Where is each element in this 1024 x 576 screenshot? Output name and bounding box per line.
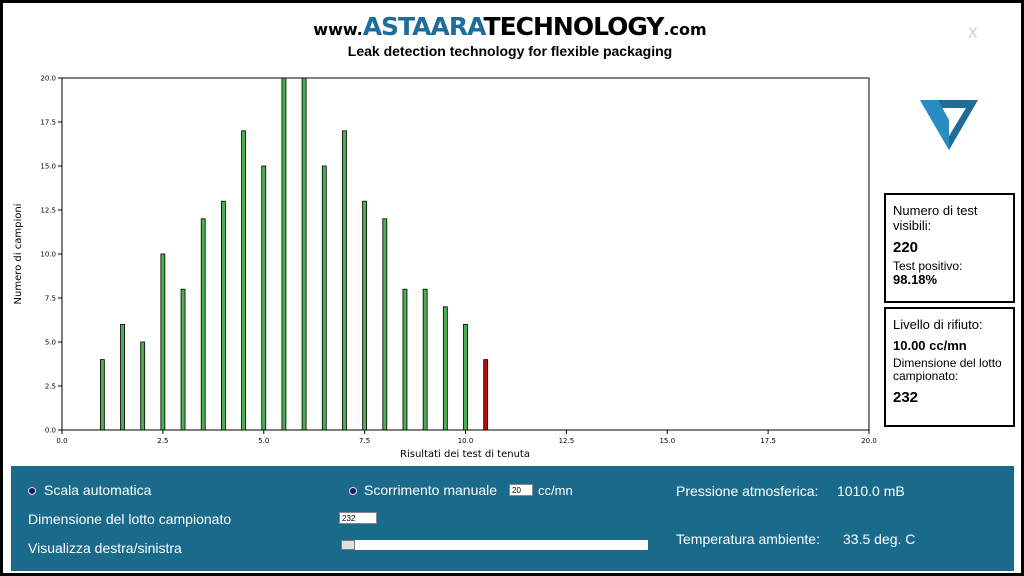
brand-name-a: ASTAARA bbox=[362, 12, 485, 41]
brand-prefix: www. bbox=[313, 20, 363, 39]
x-tick-label: 12.5 bbox=[559, 437, 575, 445]
histogram-bar bbox=[301, 77, 307, 431]
y-tick-label: 2.5 bbox=[45, 383, 56, 391]
y-tick-label: 10.0 bbox=[40, 251, 56, 259]
x-tick-label: 2.5 bbox=[157, 437, 168, 445]
histogram-bar bbox=[422, 288, 428, 431]
brand-header: www.ASTAARATECHNOLOGY.com Leak detection… bbox=[300, 12, 720, 59]
brand-suffix: .com bbox=[663, 20, 707, 39]
histogram-bar bbox=[402, 288, 408, 431]
leak-test-histogram: 0.0 2.5 5.0 7.5 10.0 12.5 15.0 17.5 20.0 0.0 2.5 5… bbox=[13, 75, 877, 461]
histogram-bar bbox=[261, 165, 267, 431]
histogram-bar bbox=[140, 341, 146, 431]
manual-scroll-label[interactable]: Scorrimento manuale bbox=[364, 482, 498, 498]
view-lr-label: Visualizza destra/sinistra bbox=[28, 540, 182, 556]
histogram-bar bbox=[362, 200, 368, 431]
visible-tests-value: 220 bbox=[893, 239, 919, 256]
temperature-value: 33.5 deg. C bbox=[843, 531, 916, 547]
histogram-bar bbox=[241, 130, 246, 431]
histogram-bar bbox=[463, 323, 468, 431]
reject-label: Livello di rifiuto: bbox=[893, 317, 983, 332]
x-tick-label: 5.0 bbox=[258, 437, 269, 445]
triangle-logo-icon bbox=[920, 100, 978, 150]
y-tick-label: 7.5 bbox=[45, 295, 56, 303]
temperature-label: Temperatura ambiente: bbox=[676, 531, 820, 547]
pressure-value: 1010.0 mB bbox=[837, 483, 905, 499]
x-tick-label: 20.0 bbox=[861, 437, 877, 445]
histogram-bar bbox=[120, 323, 125, 431]
positive-value: 98.18% bbox=[893, 272, 938, 287]
histogram-bar bbox=[321, 165, 327, 431]
auto-scale-radio[interactable] bbox=[28, 487, 36, 495]
histogram-bar bbox=[160, 253, 166, 431]
reject-value: 10.00 cc/mn bbox=[893, 338, 967, 353]
manual-scroll-radio[interactable] bbox=[349, 487, 357, 495]
x-tick-label: 15.0 bbox=[659, 437, 675, 445]
histogram-bar bbox=[483, 359, 489, 431]
reject-level-box: Livello di rifiuto: 10.00 cc/mn Dimensio… bbox=[884, 307, 1015, 427]
auto-scale-label[interactable]: Scala automatica bbox=[44, 482, 152, 498]
pressure-label: Pressione atmosferica: bbox=[676, 483, 819, 499]
y-tick-label: 17.5 bbox=[40, 119, 56, 127]
x-tick-label: 10.0 bbox=[458, 437, 474, 445]
brand-url: www.ASTAARATECHNOLOGY.com bbox=[300, 12, 720, 41]
histogram-bar bbox=[281, 77, 287, 431]
histogram-bar bbox=[342, 130, 347, 431]
visible-tests-label: Numero di test visibili: bbox=[893, 203, 978, 233]
page-subtitle: Leak detection technology for flexible p… bbox=[347, 43, 673, 59]
view-lr-scroll-thumb[interactable] bbox=[341, 540, 355, 550]
y-tick-label: 12.5 bbox=[40, 207, 56, 215]
y-tick-label: 0.0 bbox=[45, 427, 56, 435]
control-panel bbox=[11, 466, 1014, 571]
manual-scroll-unit: cc/mn bbox=[538, 483, 573, 498]
view-lr-scrollbar[interactable] bbox=[341, 540, 648, 550]
close-icon[interactable]: X bbox=[968, 26, 978, 42]
y-axis-label: Numero di campioni bbox=[13, 204, 24, 305]
histogram-bar bbox=[99, 359, 105, 431]
positive-row: Test positivo: 98.18% bbox=[893, 260, 1006, 287]
lot-label: Dimensione del lotto campionato: bbox=[893, 356, 1002, 383]
y-tick-label: 15.0 bbox=[40, 163, 56, 171]
y-tick-label: 20.0 bbox=[40, 75, 56, 83]
histogram-bar bbox=[442, 306, 448, 431]
histogram-bar bbox=[200, 218, 206, 431]
histogram-bar bbox=[382, 218, 388, 431]
histogram-bar bbox=[180, 288, 186, 431]
y-tick-label: 5.0 bbox=[45, 339, 56, 347]
x-tick-label: 0.0 bbox=[56, 437, 67, 445]
lot-value: 232 bbox=[893, 389, 919, 406]
x-axis-label: Risultati dei test di tenuta bbox=[400, 449, 530, 460]
visible-tests-box: Numero di test visibili: 220 Test positi… bbox=[884, 193, 1015, 303]
manual-scroll-input[interactable] bbox=[509, 484, 533, 496]
brand-name-b: TECHNOLOGY bbox=[483, 12, 665, 41]
x-tick-label: 7.5 bbox=[359, 437, 370, 445]
x-tick-label: 17.5 bbox=[760, 437, 776, 445]
positive-label: Test positivo: bbox=[893, 259, 963, 273]
histogram-bar bbox=[220, 200, 226, 431]
lot-size-input[interactable] bbox=[339, 512, 377, 524]
lot-size-label: Dimensione del lotto campionato bbox=[28, 511, 232, 527]
